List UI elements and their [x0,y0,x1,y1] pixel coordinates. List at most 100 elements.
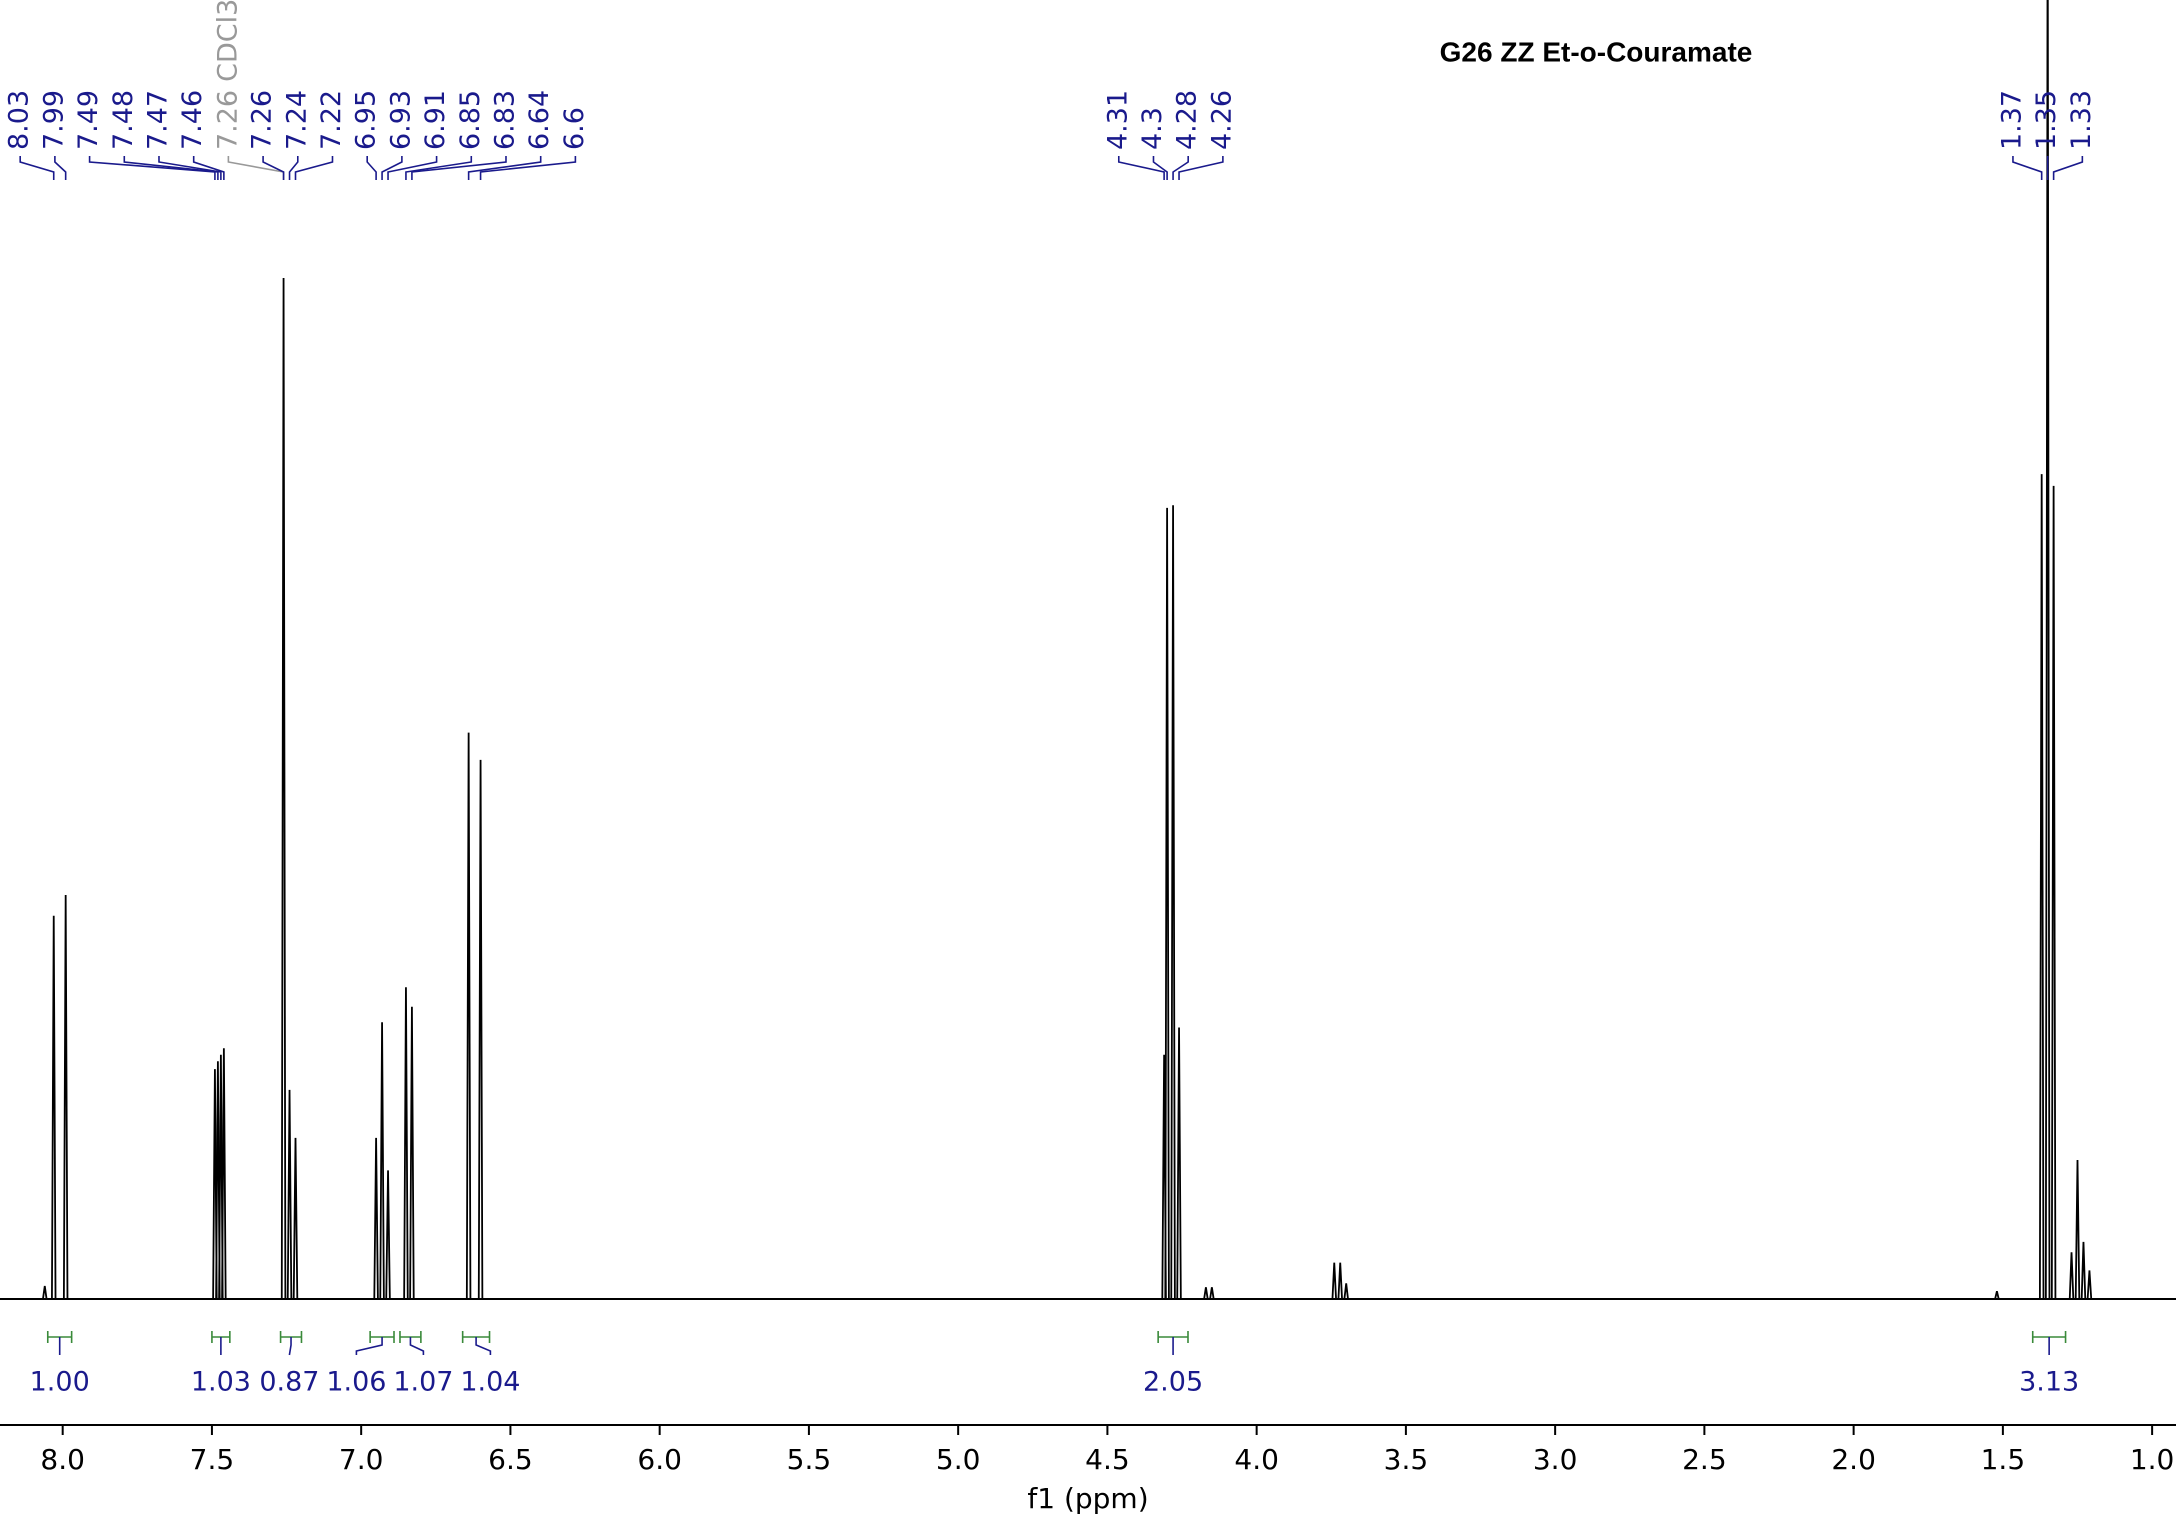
integral-label: 1.06 [326,1367,386,1398]
integral-label: 3.13 [2019,1367,2079,1398]
x-tick-label: 8.0 [40,1443,85,1476]
peak [1331,1262,1337,1300]
peak [2044,0,2051,1300]
peak-label: 7.49 [73,90,104,150]
x-tick-label: 3.5 [1384,1443,1429,1476]
chart-title: G26 ZZ Et-o-Couramate [1440,36,1753,67]
peak [1176,1027,1182,1300]
x-axis-label: f1 (ppm) [1027,1482,1148,1515]
peak-label: 4.28 [1172,90,1203,150]
peak-label: 4.31 [1102,90,1133,150]
integral-label: 2.05 [1143,1367,1203,1398]
peak [2068,1252,2075,1300]
peak-label: 6.95 [351,90,382,150]
integral-label: 1.00 [30,1367,90,1398]
integral-leader [288,1337,292,1356]
peak-label: 6.85 [455,90,486,150]
x-tick-label: 4.5 [1085,1443,1130,1476]
peak [2074,1159,2081,1300]
peak-leader [54,156,67,180]
peak [280,277,287,1300]
peak-leader [262,156,285,180]
integral-leader [475,1337,492,1355]
peak-leader [366,156,377,180]
peak-leader [405,156,473,180]
peak-label: 1.35 [2031,90,2062,150]
peak [1343,1283,1349,1300]
peak-label: 7.99 [38,90,69,150]
integral-leader [355,1337,383,1355]
peak-leader [467,156,542,180]
x-tick-label: 2.5 [1682,1443,1727,1476]
peak-label: 6.91 [420,90,451,150]
peak [1994,1291,2000,1300]
peak-label: 1.33 [2066,90,2097,150]
integral-leader [409,1337,425,1355]
peak-label: 6.83 [489,90,520,150]
x-tick-label: 5.0 [936,1443,981,1476]
integral-label: 1.03 [191,1367,251,1398]
solvent-shift: 7.26 [212,90,243,150]
peak-label: 4.3 [1137,107,1168,150]
peak-leader [288,156,299,180]
peak-label: 7.24 [281,90,312,150]
x-tick-label: 1.5 [1981,1443,2026,1476]
peak-label: 8.03 [4,90,35,150]
peak [403,987,409,1300]
peak-leader [123,156,219,180]
peak-leader [158,156,222,180]
peak [2038,474,2045,1300]
peak [379,1022,385,1300]
peak-label: 4.26 [1206,90,1237,150]
peak [385,1170,391,1300]
peak-label: 7.22 [316,90,347,150]
x-tick-label: 6.5 [488,1443,533,1476]
integral-label: 0.87 [259,1367,319,1398]
x-tick-label: 6.0 [637,1443,682,1476]
x-tick-label: 4.0 [1234,1443,1279,1476]
peak [2080,1241,2087,1300]
peak [1337,1262,1343,1300]
peak-leader [294,156,334,180]
peak [42,1285,48,1300]
x-tick-label: 5.5 [787,1443,832,1476]
peak [1203,1287,1209,1300]
solvent-label: 7.26 CDCl3 [212,0,243,150]
x-tick-label: 1.0 [2130,1443,2175,1476]
peak-leader [192,156,225,180]
peak-leader [381,156,403,180]
peak [292,1137,299,1300]
peak-leader [1117,156,1165,180]
peak [465,732,472,1300]
peak-label: 1.37 [1996,90,2027,150]
peak [409,1006,415,1300]
peak [221,1048,227,1300]
peak-leader [387,156,438,180]
peak-label: 6.6 [559,107,590,150]
peak-label: 7.26 [247,90,278,150]
peak [1209,1287,1215,1300]
integral-label: 1.04 [460,1367,520,1398]
x-tick-label: 3.0 [1533,1443,1578,1476]
peak [51,915,57,1300]
peak-leader [1152,156,1168,180]
x-tick-label: 7.0 [339,1443,384,1476]
peak [286,1089,293,1300]
peak-label: 6.64 [524,90,555,150]
peak-label: 7.46 [177,90,208,150]
peak [2086,1270,2093,1300]
peak-leader [2052,156,2084,180]
peak [1170,505,1176,1300]
peak-leader [411,156,507,180]
peak [2050,485,2057,1300]
peak-leader [1172,156,1189,180]
peak-label: 7.47 [142,90,173,150]
spectrum [0,0,2176,1300]
peak-label: 6.93 [385,90,416,150]
peak-leader [2012,156,2043,180]
peak [373,1137,379,1300]
peak [1164,507,1170,1300]
peak-label: 7.48 [108,90,139,150]
